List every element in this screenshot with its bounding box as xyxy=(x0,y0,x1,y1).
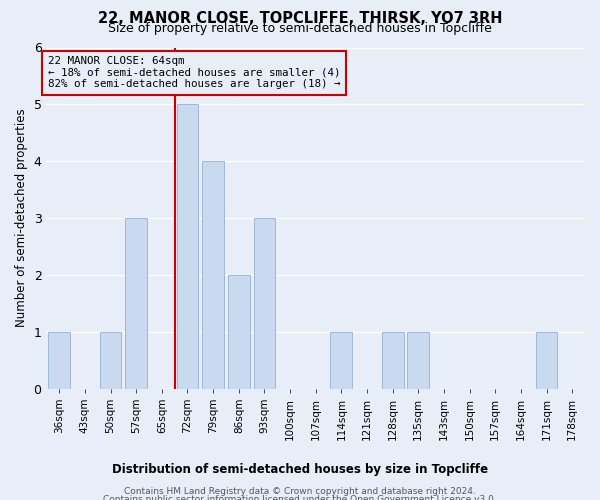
Bar xyxy=(536,332,557,389)
Text: Contains public sector information licensed under the Open Government Licence v3: Contains public sector information licen… xyxy=(103,495,497,500)
Y-axis label: Number of semi-detached properties: Number of semi-detached properties xyxy=(15,109,28,328)
Text: Size of property relative to semi-detached houses in Topcliffe: Size of property relative to semi-detach… xyxy=(108,22,492,35)
Bar xyxy=(125,218,147,389)
Bar xyxy=(100,332,121,389)
Bar xyxy=(49,332,70,389)
Bar xyxy=(382,332,404,389)
Bar xyxy=(407,332,429,389)
Bar xyxy=(254,218,275,389)
Text: Contains HM Land Registry data © Crown copyright and database right 2024.: Contains HM Land Registry data © Crown c… xyxy=(124,488,476,496)
Bar xyxy=(331,332,352,389)
Bar xyxy=(228,275,250,389)
Bar xyxy=(176,104,199,389)
Text: Distribution of semi-detached houses by size in Topcliffe: Distribution of semi-detached houses by … xyxy=(112,462,488,475)
Bar xyxy=(202,162,224,389)
Text: 22, MANOR CLOSE, TOPCLIFFE, THIRSK, YO7 3RH: 22, MANOR CLOSE, TOPCLIFFE, THIRSK, YO7 … xyxy=(98,11,502,26)
Text: 22 MANOR CLOSE: 64sqm
← 18% of semi-detached houses are smaller (4)
82% of semi-: 22 MANOR CLOSE: 64sqm ← 18% of semi-deta… xyxy=(47,56,340,89)
